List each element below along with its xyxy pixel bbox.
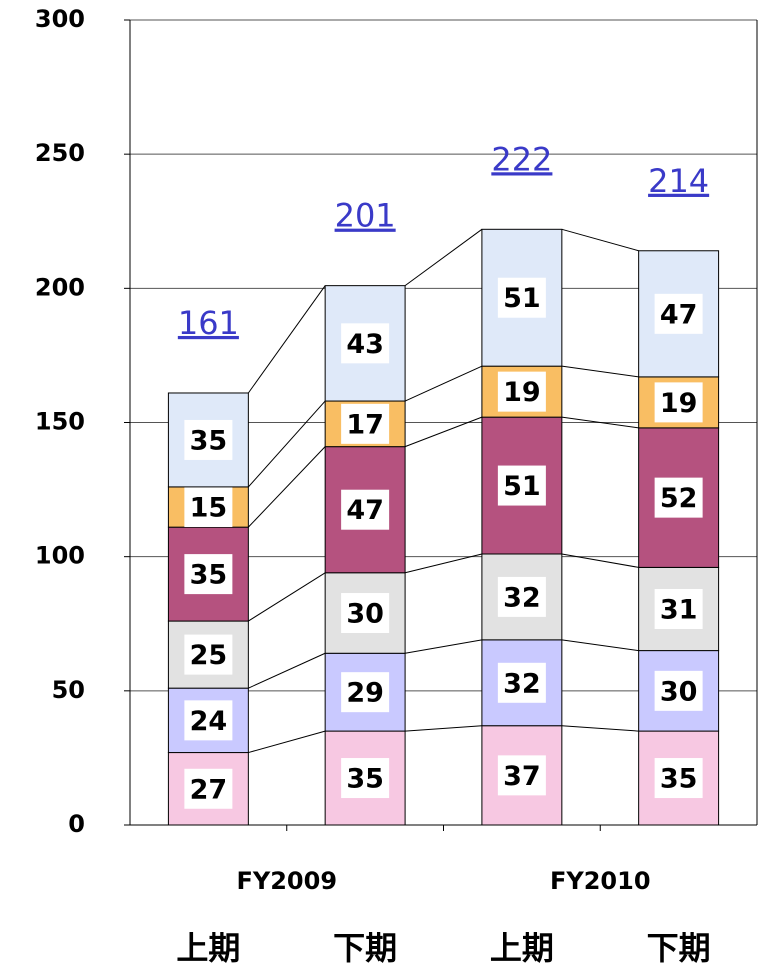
connector <box>248 730 326 754</box>
connector <box>404 416 483 448</box>
connector <box>247 285 326 394</box>
value-label: 25 <box>190 640 228 671</box>
y-tick-label: 0 <box>68 810 85 838</box>
value-label-box <box>497 277 546 318</box>
value-label: 51 <box>503 471 541 502</box>
connector <box>247 446 326 528</box>
value-label-box <box>341 672 390 713</box>
bar-segment <box>481 228 563 367</box>
value-label-box <box>497 755 546 796</box>
x-tick-label: 上期 <box>176 929 240 967</box>
connector <box>247 400 326 488</box>
value-label: 51 <box>503 283 541 314</box>
value-label: 15 <box>190 493 228 524</box>
value-label-box <box>654 382 703 423</box>
connector <box>561 365 639 378</box>
y-tick-label: 200 <box>35 273 85 301</box>
connector <box>561 725 639 732</box>
value-label: 17 <box>346 409 384 440</box>
connector <box>405 725 482 732</box>
value-label-box <box>341 758 390 799</box>
x-tick-label: 下期 <box>647 929 711 967</box>
connector <box>561 228 639 252</box>
value-label-box <box>497 662 546 703</box>
value-label-box <box>341 593 390 634</box>
y-tick-label: 300 <box>35 5 85 33</box>
value-label-box <box>184 419 233 460</box>
value-label: 52 <box>660 483 698 514</box>
y-tick-label: 100 <box>35 542 85 570</box>
value-label: 37 <box>503 761 541 792</box>
value-label: 24 <box>190 706 228 737</box>
connector <box>404 228 483 287</box>
value-label: 35 <box>190 425 228 456</box>
x-tick-label: 上期 <box>490 929 554 967</box>
value-label: 19 <box>660 388 698 419</box>
connector <box>561 416 639 429</box>
value-label-box <box>341 323 390 364</box>
connector <box>248 572 326 622</box>
connector <box>561 553 639 568</box>
value-label: 35 <box>190 560 228 591</box>
value-label-box <box>341 403 390 444</box>
value-label-box <box>497 465 546 506</box>
x-tick-label: 下期 <box>333 929 397 967</box>
group-label: FY2010 <box>550 867 651 895</box>
value-label: 27 <box>190 774 228 805</box>
total-label: 222 <box>491 140 552 178</box>
value-label: 35 <box>660 764 698 795</box>
y-tick-label: 50 <box>52 676 85 704</box>
value-label: 47 <box>660 299 698 330</box>
connector <box>405 639 482 654</box>
value-label-box <box>654 758 703 799</box>
value-label-box <box>497 576 546 617</box>
total-label: 201 <box>335 197 396 235</box>
value-label: 31 <box>660 594 698 625</box>
connector <box>404 553 483 574</box>
value-label: 29 <box>346 678 384 709</box>
value-label: 30 <box>660 676 698 707</box>
value-label-box <box>184 768 233 809</box>
value-label-box <box>184 554 233 595</box>
value-label-box <box>341 489 390 530</box>
value-label: 19 <box>503 377 541 408</box>
value-label-box <box>497 371 546 412</box>
total-label: 161 <box>178 304 239 342</box>
value-label-box <box>654 670 703 711</box>
group-label: FY2009 <box>236 867 337 895</box>
connector <box>404 365 483 402</box>
y-tick-label: 150 <box>35 408 85 436</box>
total-label: 214 <box>648 162 709 200</box>
value-label: 43 <box>346 329 384 360</box>
value-label-box <box>654 477 703 518</box>
value-label-box <box>184 487 233 528</box>
value-label-box <box>184 634 233 675</box>
value-label: 32 <box>503 582 541 613</box>
value-label: 47 <box>346 495 384 526</box>
value-label: 35 <box>346 764 384 795</box>
value-label-box <box>654 293 703 334</box>
connector <box>248 652 326 689</box>
value-label: 30 <box>346 599 384 630</box>
value-label-box <box>654 588 703 629</box>
y-tick-label: 250 <box>35 139 85 167</box>
value-label-box <box>184 700 233 741</box>
value-label: 32 <box>503 668 541 699</box>
connector <box>561 639 639 652</box>
